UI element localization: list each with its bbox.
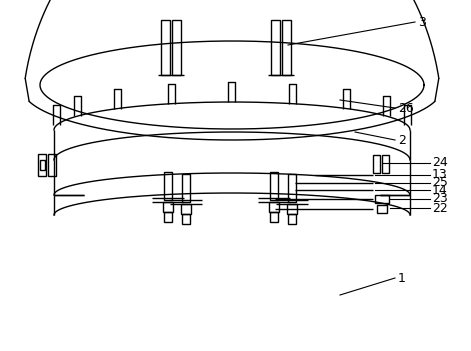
Bar xyxy=(182,174,190,202)
Text: 25: 25 xyxy=(432,177,448,190)
Text: 24: 24 xyxy=(432,157,448,170)
Bar xyxy=(382,155,389,173)
Bar xyxy=(269,202,279,212)
Bar xyxy=(270,212,278,222)
Bar xyxy=(288,214,296,224)
Text: 26: 26 xyxy=(398,101,414,114)
Text: 1: 1 xyxy=(398,272,406,285)
Bar xyxy=(38,154,46,176)
Bar xyxy=(172,20,181,75)
Bar xyxy=(271,20,280,75)
Bar xyxy=(373,155,380,173)
Text: 2: 2 xyxy=(398,133,406,146)
Text: 23: 23 xyxy=(432,192,448,205)
Bar xyxy=(163,202,173,212)
Bar xyxy=(48,154,56,176)
Text: 13: 13 xyxy=(432,168,448,181)
Text: 3: 3 xyxy=(418,15,426,28)
Bar xyxy=(40,160,45,170)
Text: 22: 22 xyxy=(432,201,448,214)
Bar xyxy=(181,204,191,214)
Text: 14: 14 xyxy=(432,184,448,197)
Bar xyxy=(288,174,296,202)
Bar xyxy=(182,214,190,224)
Bar xyxy=(375,195,389,203)
Bar xyxy=(282,20,291,75)
Bar xyxy=(287,204,297,214)
Bar xyxy=(164,212,172,222)
Bar xyxy=(377,205,387,213)
Bar xyxy=(161,20,170,75)
Bar xyxy=(270,172,278,200)
Bar xyxy=(164,172,172,200)
